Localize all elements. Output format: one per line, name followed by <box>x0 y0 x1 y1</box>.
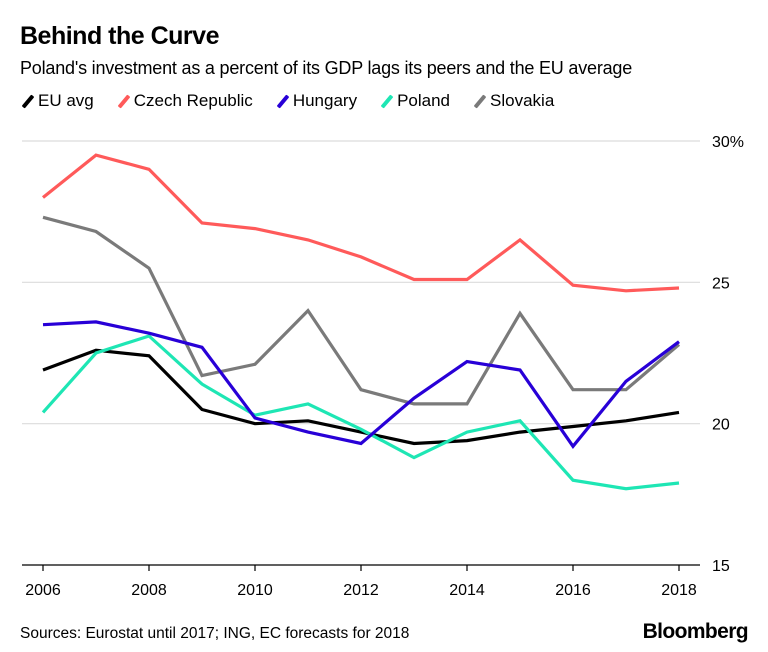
y-tick-label: 25 <box>712 275 730 292</box>
y-tick-label: 20 <box>712 417 730 434</box>
gridlines <box>22 140 700 425</box>
chart-title: Behind the Curve <box>20 22 219 50</box>
chart-subtitle: Poland's investment as a percent of its … <box>20 58 633 78</box>
x-tick-label: 2010 <box>237 582 273 599</box>
x-axis: 2006 2008 2010 2012 2014 2016 2018 <box>22 564 700 599</box>
legend-label: Slovakia <box>490 91 555 110</box>
series-line-hungary <box>42 320 680 449</box>
legend-item-eu-avg: EU avg <box>20 91 94 111</box>
legend-label: Hungary <box>292 91 358 110</box>
x-tick-label: 2018 <box>661 582 697 599</box>
series-line-eu-avg <box>42 348 680 446</box>
series-line-slovakia <box>42 215 681 406</box>
legend-label: Czech Republic <box>133 91 253 110</box>
y-tick-label: 15 <box>712 558 730 575</box>
x-tick-label: 2014 <box>449 582 485 599</box>
legend-item-czech-republic: Czech Republic <box>116 91 253 111</box>
y-tick-label: 30% <box>712 134 744 151</box>
y-axis: 15 20 25 30% <box>712 134 744 575</box>
legend-label: EU avg <box>38 91 94 110</box>
series-lines <box>41 153 681 491</box>
bloomberg-logo: Bloomberg <box>642 620 749 643</box>
source-note: Sources: Eurostat until 2017; ING, EC fo… <box>20 625 410 642</box>
series-line-czech-republic <box>42 153 680 293</box>
x-tick-label: 2012 <box>343 582 379 599</box>
legend-label: Poland <box>397 91 451 110</box>
x-tick-label: 2008 <box>131 582 167 599</box>
legend-item-slovakia: Slovakia <box>472 91 554 111</box>
legend-item-hungary: Hungary <box>275 91 357 111</box>
legend-item-poland: Poland <box>379 91 450 111</box>
series-line-poland <box>41 334 680 491</box>
legend: EU avg Czech Republic Hungary Poland Slo… <box>20 91 576 111</box>
x-tick-label: 2006 <box>25 582 61 599</box>
x-tick-label: 2016 <box>555 582 591 599</box>
